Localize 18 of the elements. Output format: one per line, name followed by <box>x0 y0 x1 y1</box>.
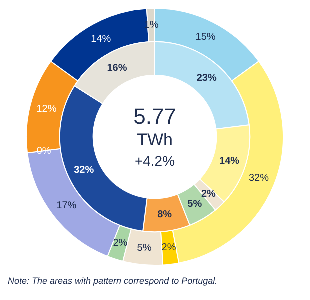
data-label: 5% <box>137 243 152 254</box>
text: +4.2% <box>134 152 176 169</box>
data-label: 5% <box>188 199 202 210</box>
data-label: 32% <box>248 172 270 184</box>
data-label: 15% <box>196 32 216 44</box>
text: TWh <box>137 130 173 150</box>
data-label: 17% <box>56 200 77 212</box>
data-label: 23% <box>196 72 217 84</box>
text: 5.77 <box>134 104 176 130</box>
data-label: 2% <box>201 188 216 200</box>
data-label: 14% <box>220 156 240 167</box>
data-label: 12% <box>36 104 57 115</box>
data-label: 14% <box>91 34 112 45</box>
data-label: 2% <box>113 238 128 250</box>
data-label: 16% <box>107 63 128 74</box>
data-label: 32% <box>74 165 94 176</box>
text: Note: The areas with pattern correspond to Portugal. <box>8 276 218 286</box>
data-label: 8% <box>158 210 172 221</box>
